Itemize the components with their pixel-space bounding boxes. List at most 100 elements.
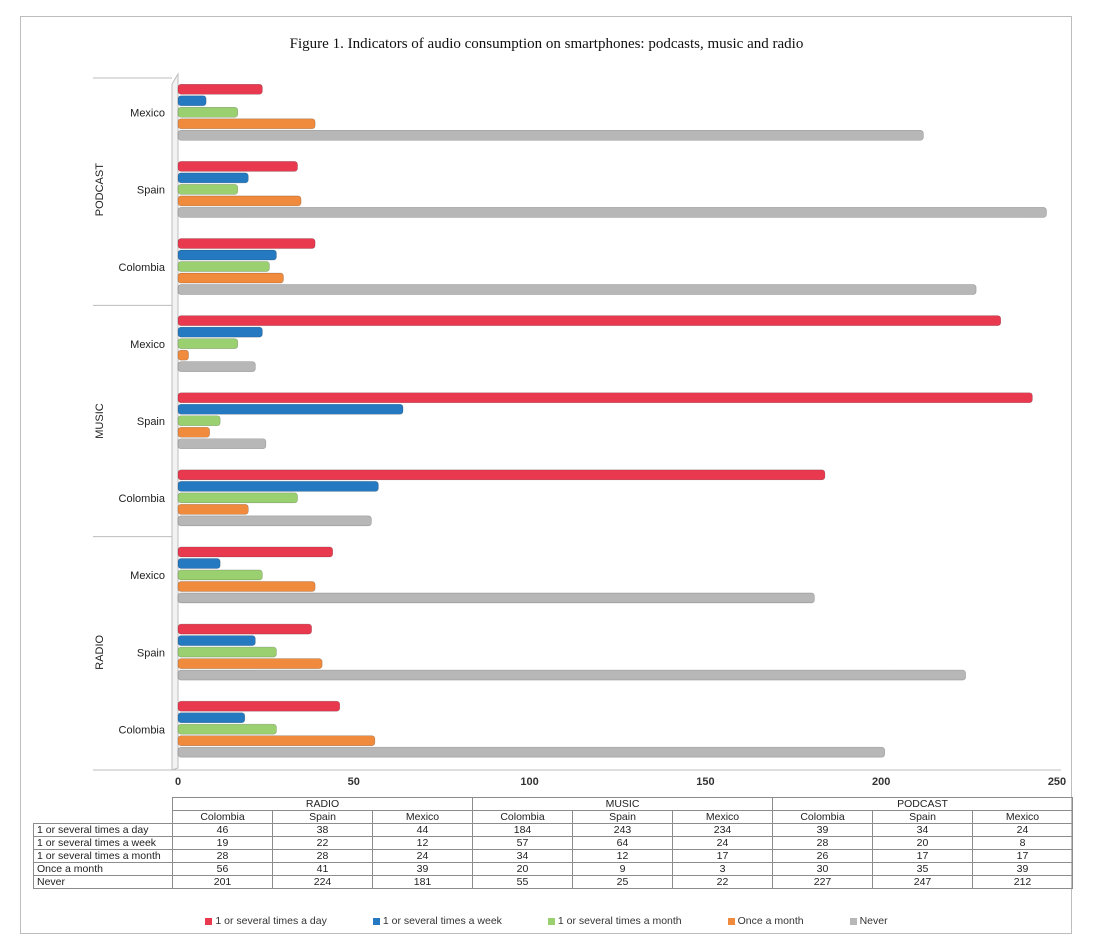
country-label-radio-mexico: Mexico — [130, 570, 165, 582]
table-group-header-row: RADIO MUSIC PODCAST — [34, 797, 1073, 811]
bar-podcast-colombia-1-or-several-times-a-month — [177, 261, 270, 272]
table-row-label: Once a month — [33, 862, 173, 876]
bar-music-spain-1-or-several-times-a-day — [177, 392, 1033, 404]
bar-podcast-mexico-1-or-several-times-a-month — [177, 107, 239, 118]
chart-legend: 1 or several times a day 1 or several tim… — [0, 915, 1093, 927]
legend-item-once-a-month: Once a month — [727, 915, 804, 927]
table-corner — [34, 798, 173, 811]
bar-music-mexico-1-or-several-times-a-month — [177, 338, 239, 349]
bar-podcast-colombia-once-a-month — [177, 272, 284, 284]
x-tick-label-0: 0 — [175, 776, 181, 788]
bar-radio-spain-once-a-month — [177, 658, 323, 669]
table-cell: 64 — [572, 836, 673, 850]
table-cell: 8 — [972, 836, 1073, 850]
country-label-music-mexico: Mexico — [130, 339, 165, 351]
bar-podcast-spain-1-or-several-times-a-month — [177, 184, 239, 195]
bar-music-mexico-1-or-several-times-a-day — [177, 315, 1002, 326]
table-country-header: Colombia — [472, 810, 573, 824]
bar-radio-mexico-1-or-several-times-a-month — [177, 569, 263, 581]
table-country-header: Colombia — [772, 810, 873, 824]
table-cell: 181 — [372, 875, 473, 889]
plot-side-wall — [171, 72, 179, 771]
table-cell: 9 — [572, 862, 673, 876]
table-country-header: Mexico — [372, 810, 473, 824]
legend-label: 1 or several times a day — [215, 915, 327, 927]
table-cell: 39 — [772, 823, 873, 837]
table-cell: 184 — [472, 823, 573, 837]
table-cell: 34 — [872, 823, 973, 837]
figure-frame — [20, 16, 1072, 934]
table-cell: 56 — [172, 862, 273, 876]
table-cell: 243 — [572, 823, 673, 837]
table-cell: 25 — [572, 875, 673, 889]
country-label-podcast-spain: Spain — [137, 185, 165, 197]
x-tick-label-100: 100 — [520, 776, 538, 788]
bar-radio-colombia-1-or-several-times-a-month — [177, 723, 277, 735]
legend-label: 1 or several times a month — [557, 915, 682, 927]
bar-music-mexico-1-or-several-times-a-week — [177, 326, 263, 338]
legend-label: Once a month — [737, 915, 804, 927]
table-cell: 28 — [172, 849, 273, 863]
bar-podcast-colombia-never — [177, 284, 977, 295]
bar-music-colombia-1-or-several-times-a-month — [177, 492, 298, 504]
bar-radio-colombia-1-or-several-times-a-day — [177, 700, 341, 712]
table-cell: 212 — [972, 875, 1073, 889]
bar-radio-mexico-1-or-several-times-a-week — [177, 558, 221, 569]
bar-music-colombia-once-a-month — [177, 504, 249, 515]
legend-swatch — [727, 917, 735, 925]
table-cell: 227 — [772, 875, 873, 889]
bar-podcast-mexico-1-or-several-times-a-day — [177, 84, 263, 95]
table-cell: 3 — [672, 862, 773, 876]
table-cell: 17 — [872, 849, 973, 863]
bar-radio-spain-1-or-several-times-a-month — [177, 646, 277, 658]
table-country-header: Colombia — [172, 810, 273, 824]
table-country-header: Spain — [572, 810, 673, 824]
bar-radio-colombia-1-or-several-times-a-week — [177, 712, 246, 723]
bar-podcast-mexico-1-or-several-times-a-week — [177, 95, 207, 107]
x-tick-label-200: 200 — [872, 776, 890, 788]
data-table: RADIO MUSIC PODCAST Colombia Spain Mexico Colo… — [33, 797, 1073, 889]
chart-title: Figure 1. Indicators of audio consumptio… — [289, 36, 804, 52]
bar-music-colombia-1-or-several-times-a-week — [177, 481, 379, 492]
table-row: 1 or several times a week 19 22 12 57 64 24 28 2… — [33, 836, 1073, 850]
table-cell: 44 — [372, 823, 473, 837]
legend-item-never: Never — [849, 915, 888, 927]
table-row-label: 1 or several times a day — [33, 823, 173, 837]
legend-swatch — [205, 917, 213, 925]
bar-music-mexico-never — [177, 361, 256, 372]
bar-podcast-spain-never — [177, 207, 1047, 218]
bar-radio-spain-1-or-several-times-a-week — [177, 635, 256, 646]
legend-swatch — [849, 917, 857, 925]
table-cell: 28 — [272, 849, 373, 863]
table-cell: 26 — [772, 849, 873, 863]
table-cell: 41 — [272, 862, 373, 876]
table-cell: 28 — [772, 836, 873, 850]
bar-radio-mexico-1-or-several-times-a-day — [177, 546, 334, 558]
table-cell: 24 — [972, 823, 1073, 837]
table-cell: 12 — [372, 836, 473, 850]
table-group-header-music: MUSIC — [472, 797, 773, 811]
x-tick-label-50: 50 — [348, 776, 360, 788]
legend-swatch — [547, 917, 555, 925]
legend-item-1-or-several-times-a-week: 1 or several times a week — [372, 915, 502, 927]
group-label-radio: RADIO — [94, 634, 106, 669]
bar-podcast-spain-1-or-several-times-a-day — [177, 161, 298, 172]
bar-radio-spain-1-or-several-times-a-day — [177, 623, 312, 635]
table-cell: 39 — [972, 862, 1073, 876]
bar-radio-mexico-never — [177, 592, 815, 604]
bar-music-mexico-once-a-month — [177, 349, 189, 361]
x-tick-label-250: 250 — [1048, 776, 1066, 788]
bar-music-spain-1-or-several-times-a-month — [177, 415, 221, 427]
table-group-header-podcast: PODCAST — [772, 797, 1073, 811]
table-cell: 12 — [572, 849, 673, 863]
table-row: 1 or several times a day 46 38 44 184 243 234 3… — [33, 823, 1073, 837]
bar-podcast-colombia-1-or-several-times-a-week — [177, 249, 277, 261]
table-cell: 24 — [372, 849, 473, 863]
table-cell: 19 — [172, 836, 273, 850]
x-tick-label-150: 150 — [696, 776, 714, 788]
table-cell: 234 — [672, 823, 773, 837]
bar-radio-colombia-once-a-month — [177, 735, 376, 746]
table-cell: 201 — [172, 875, 273, 889]
bar-radio-mexico-once-a-month — [177, 581, 316, 592]
table-row-label: Never — [33, 875, 173, 889]
